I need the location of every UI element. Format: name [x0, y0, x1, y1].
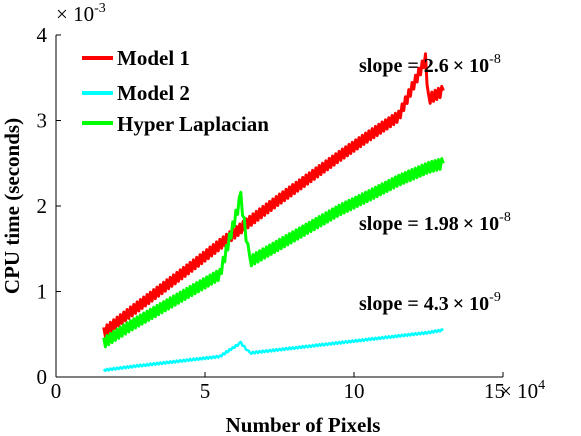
x-multiplier-base: × 10	[500, 379, 538, 403]
y-tick-label: 1	[37, 280, 48, 304]
slope-annotation-hyper-laplacian-exp: -8	[499, 210, 511, 225]
slope-annotation-model-1: slope = 2.6 × 10-8	[359, 52, 501, 77]
slope-annotation-hyper-laplacian: slope = 1.98 × 10-8	[359, 210, 511, 235]
series-layer	[102, 52, 445, 373]
x-tick-label: 15	[484, 379, 505, 403]
axes: 0 5 10 15 0 1 2 3 4	[37, 23, 506, 403]
legend-label-model-2: Model 2	[117, 81, 190, 105]
slope-annotation-model-2-value: slope = 4.3	[359, 293, 449, 315]
legend: Model 1 Model 2 Hyper Laplacian	[82, 46, 269, 136]
series-line-hyper-laplacian	[102, 157, 445, 349]
y-multiplier-base: × 10	[56, 2, 94, 26]
legend-label-hyper-laplacian: Hyper Laplacian	[117, 112, 269, 136]
slope-annotation-model-1-mult: × 10	[453, 55, 489, 77]
x-multiplier: × 104	[500, 378, 545, 403]
x-multiplier-exp: 4	[538, 378, 545, 393]
x-tick-label: 10	[344, 379, 365, 403]
y-axis-label: CPU time (seconds)	[0, 118, 24, 294]
y-tick-label: 2	[37, 194, 48, 218]
slope-annotation-model-1-value: slope = 2.6	[359, 55, 449, 77]
slope-annotation-model-2-exp: -9	[489, 290, 501, 305]
legend-label-model-1: Model 1	[117, 46, 190, 70]
x-tick-label: 0	[51, 379, 62, 403]
slope-annotation-hyper-laplacian-value: slope = 1.98	[359, 213, 459, 235]
slope-annotation-model-2-mult: × 10	[453, 293, 489, 315]
y-tick-label: 3	[37, 109, 48, 133]
y-tick-label: 0	[37, 365, 48, 389]
slope-annotation-model-2: slope = 4.3 × 10-9	[359, 290, 501, 315]
slope-annotation-model-1-exp: -8	[489, 52, 501, 67]
x-axis-label: Number of Pixels	[226, 413, 381, 436]
series-line-model-2	[102, 328, 444, 373]
y-multiplier: × 10-3	[56, 1, 106, 26]
y-multiplier-exp: -3	[94, 1, 106, 16]
x-tick-label: 5	[200, 379, 211, 403]
series-line-model-1	[102, 52, 445, 338]
slope-annotation-hyper-laplacian-mult: × 10	[463, 213, 499, 235]
y-tick-label: 4	[37, 23, 48, 47]
